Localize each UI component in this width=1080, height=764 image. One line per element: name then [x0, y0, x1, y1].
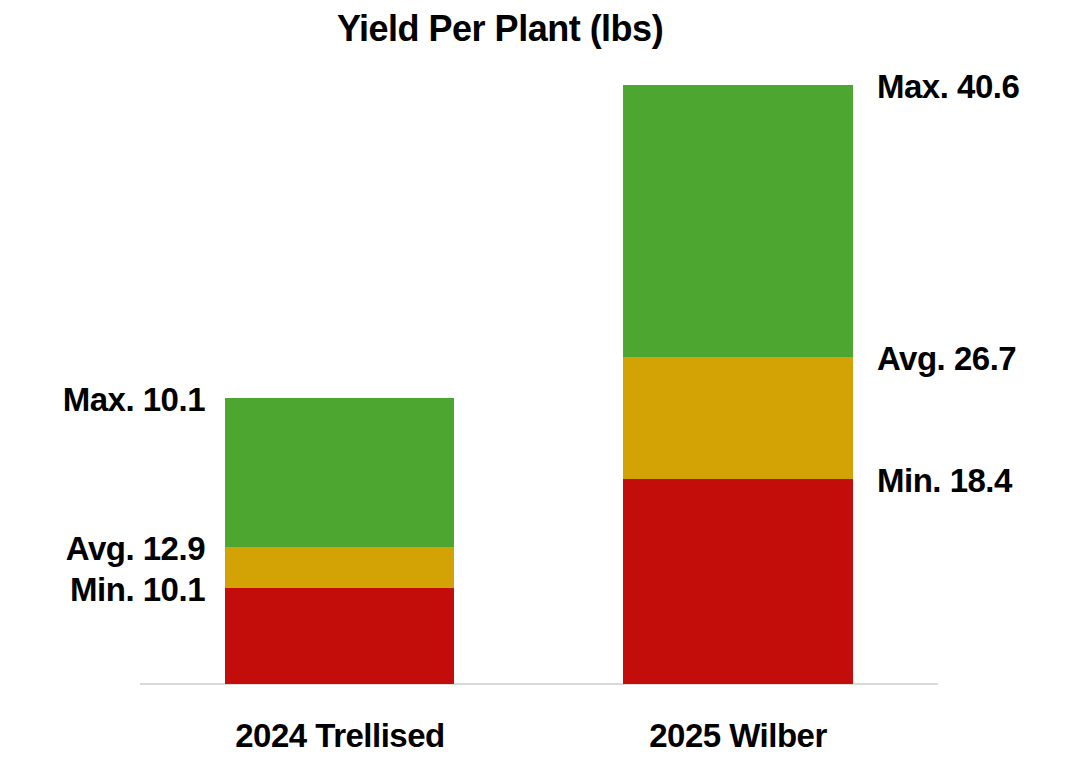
- segment-green-top-2024: [225, 398, 454, 547]
- label-max-2025-wilber: Max. 40.6: [877, 65, 1019, 109]
- yield-chart: Yield Per Plant (lbs) Max. 10.1 Avg. 12.…: [0, 0, 1080, 764]
- label-avg-2024-trellised: Avg. 12.9: [66, 527, 205, 571]
- segment-green-top-2025: [623, 85, 853, 356]
- segment-red-bottom-2024: [225, 588, 454, 684]
- category-label-2025-wilber: 2025 Wilber: [573, 713, 903, 759]
- bar-2024-trellised: [225, 398, 454, 684]
- label-max-2024-trellised: Max. 10.1: [63, 378, 205, 422]
- label-min-2025-wilber: Min. 18.4: [877, 459, 1012, 503]
- chart-title: Yield Per Plant (lbs): [0, 8, 1000, 50]
- bar-2025-wilber: [623, 85, 853, 684]
- segment-gold-middle-2025: [623, 357, 853, 479]
- segment-gold-middle-2024: [225, 547, 454, 588]
- segment-red-bottom-2025: [623, 479, 853, 684]
- category-label-2024-trellised: 2024 Trellised: [175, 713, 505, 759]
- label-min-2024-trellised: Min. 10.1: [70, 568, 205, 612]
- label-avg-2025-wilber: Avg. 26.7: [877, 337, 1016, 381]
